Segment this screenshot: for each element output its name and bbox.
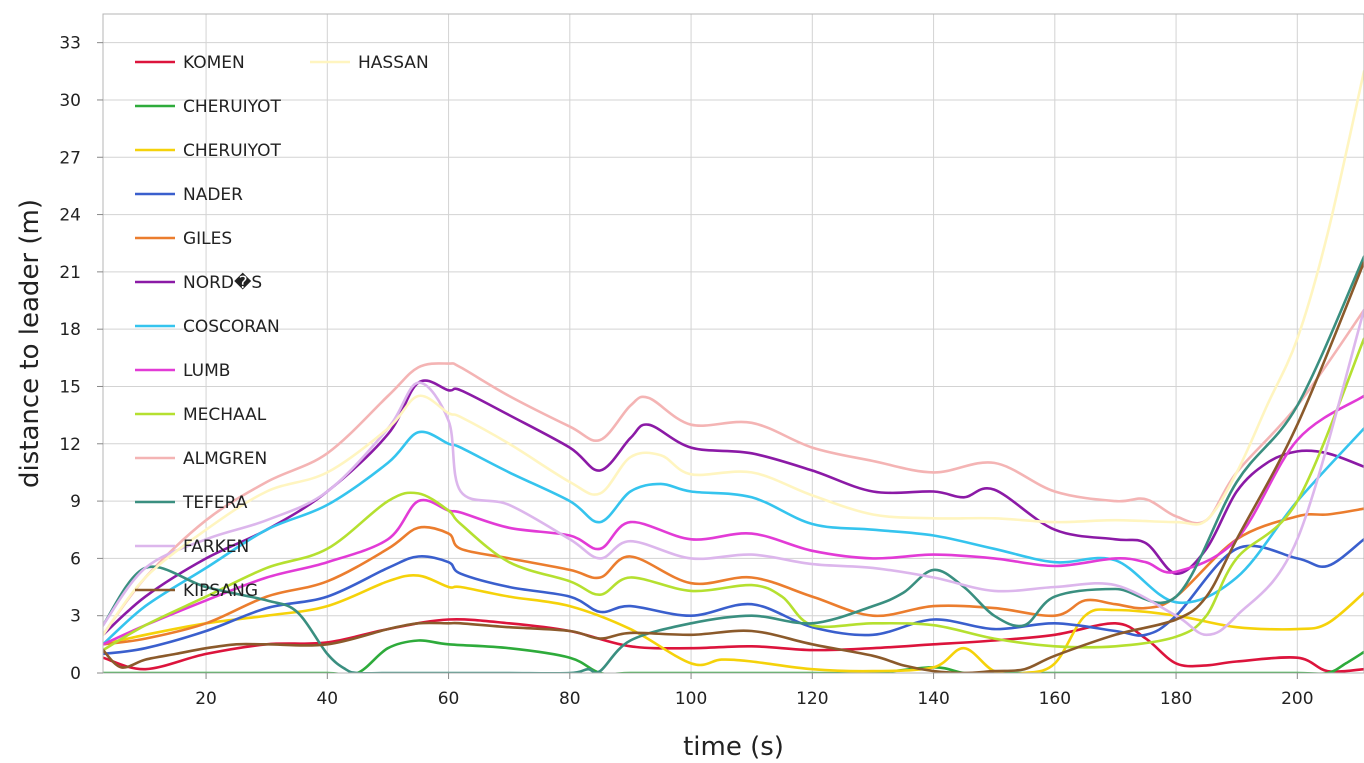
series-line-1 (103, 618, 1364, 673)
legend-label: ALMGREN (183, 449, 267, 469)
x-tick-label: 100 (675, 689, 707, 709)
y-tick-label: 30 (59, 91, 81, 111)
series-line-7 (103, 427, 1364, 646)
series-line-6 (103, 379, 1364, 637)
legend-label: COSCORAN (183, 317, 280, 337)
series-line-8 (103, 394, 1364, 646)
y-tick-label: 15 (59, 377, 81, 397)
legend-label: NADER (183, 185, 243, 205)
x-tick-label: 180 (1160, 689, 1192, 709)
legend-label: MECHAAL (183, 405, 267, 425)
y-tick-label: 9 (70, 492, 81, 512)
legend-label: NORD�S (183, 272, 262, 293)
series-line-14 (103, 70, 1364, 637)
plot-border (102, 13, 1364, 674)
series-line-3 (103, 574, 1364, 673)
x-axis-label: time (s) (683, 732, 784, 762)
series-line-10 (103, 308, 1364, 637)
y-tick-label: 27 (59, 148, 81, 168)
x-tick-label: 120 (796, 689, 828, 709)
legend-label: KIPSANG (183, 581, 258, 601)
x-tick-label: 60 (438, 689, 460, 709)
series-line-11 (103, 255, 1364, 673)
y-tick-label: 12 (59, 435, 81, 455)
y-tick-label: 33 (59, 34, 81, 54)
legend: KOMEN CHERUIYOT CHERUIYOT NADER GILES NORD�S C… (135, 53, 429, 601)
series-line-5 (103, 507, 1364, 646)
x-tick-label: 80 (559, 689, 581, 709)
series-line-4 (103, 538, 1364, 656)
y-tick-label: 3 (70, 607, 81, 627)
legend-label: GILES (183, 229, 232, 249)
series-line-13 (103, 261, 1364, 673)
y-tick-label: 18 (59, 320, 81, 340)
y-axis-label: distance to leader (m) (15, 199, 45, 488)
legend-label: TEFERA (182, 493, 248, 513)
y-tick-label: 6 (70, 549, 81, 569)
series-line-12 (103, 308, 1364, 637)
series-layer (103, 70, 1364, 673)
legend-label: CHERUIYOT (183, 97, 281, 117)
x-tick-label: 40 (316, 689, 338, 709)
x-tick-label: 200 (1281, 689, 1313, 709)
series-line-9 (103, 337, 1364, 652)
y-tick-label: 0 (70, 664, 81, 684)
y-tick-label: 24 (59, 206, 81, 226)
x-tick-label: 20 (195, 689, 217, 709)
x-tick-label: 160 (1039, 689, 1071, 709)
x-tick-label: 140 (917, 689, 949, 709)
legend-label: FARKEN (183, 537, 249, 557)
legend-label: LUMB (183, 361, 230, 381)
y-tick-label: 21 (59, 263, 81, 283)
legend-label: HASSAN (358, 53, 429, 73)
legend-label: CHERUIYOT (183, 141, 281, 161)
legend-label: KOMEN (183, 53, 245, 73)
tick-labels: 20 40 60 80 100 120 140 160 180 200 0 3 6 9 12 15 18 21 24… (59, 34, 1313, 709)
